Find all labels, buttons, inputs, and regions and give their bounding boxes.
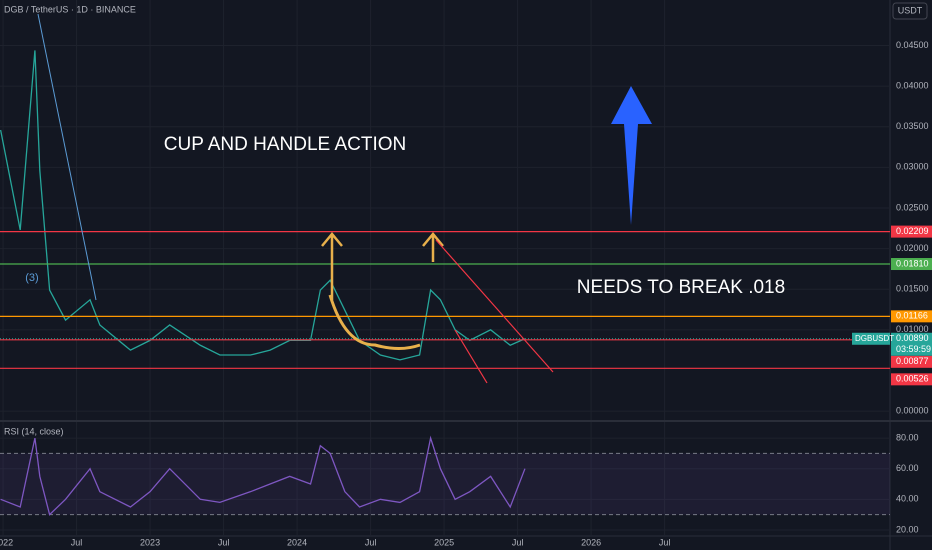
annotation: CUP AND HANDLE ACTION [164,134,406,155]
rsi-title: RSI (14, close) [4,426,64,436]
x-tick-label: Jul [659,537,671,547]
y-tick-label: 80.00 [896,432,919,442]
trend-line [37,13,97,301]
level-label-box [891,373,932,386]
rsi-band [0,453,890,515]
resistance-line [435,239,554,373]
countdown: 03:59:59 [896,344,931,354]
y-tick-label: 60.00 [896,463,919,473]
level-label-box [891,258,932,271]
x-tick-label: Jul [365,537,377,547]
y-tick-label: 0.03500 [896,121,929,131]
x-tick-label: Jul [71,537,83,547]
x-tick-label: 2023 [140,537,160,547]
series-line [0,435,526,516]
y-tick-label: 0.04500 [896,40,929,50]
y-tick-label: 20.00 [896,524,919,534]
currency: USDT [898,5,923,15]
y-tick-label: 0.02000 [896,243,929,253]
y-tick-label: 0.02500 [896,202,929,212]
x-tick-label: Jul [218,537,230,547]
level-label-box [891,310,932,323]
level-label: 0.00877 [896,356,929,366]
last-price: 0.00890 [896,333,929,343]
x-tick-label: Jul [512,537,524,547]
currency-box [892,2,928,20]
symbol-header: DGB / TetherUS · 1D · BINANCE [4,4,136,14]
big-arrow [611,86,652,225]
level-label: 0.01166 [896,311,928,321]
level-label: 0.00526 [896,374,929,384]
y-tick-label: 0.01000 [896,324,929,334]
y-tick-label: 0.04000 [896,80,929,90]
up-arrow [422,232,444,262]
y-tick-label: 40.00 [896,494,919,504]
x-tick-label: 2024 [287,537,307,547]
level-label-box [891,225,932,238]
y-tick-label: 0.01500 [896,284,929,294]
level-label-box [891,355,932,368]
cup-curve [328,294,421,350]
annotation: NEEDS TO BREAK .018 [577,277,785,298]
y-tick-label: 0.00000 [896,405,929,415]
wave-label: (3) [25,272,38,284]
level-label: 0.01810 [896,258,929,268]
last-price-box [891,332,932,356]
x-tick-label: 2025 [434,537,454,547]
level-label: 0.02209 [896,226,929,236]
symbol-tag-label: DGBUSDT [855,334,894,343]
drawings [37,13,652,384]
x-tick-label: 2026 [581,537,601,547]
y-tick-label: 0.03000 [896,162,929,172]
up-arrow [321,232,343,300]
x-tick-label: 2022 [0,537,13,547]
trend-line [454,329,488,384]
symbol-tag [852,332,890,345]
